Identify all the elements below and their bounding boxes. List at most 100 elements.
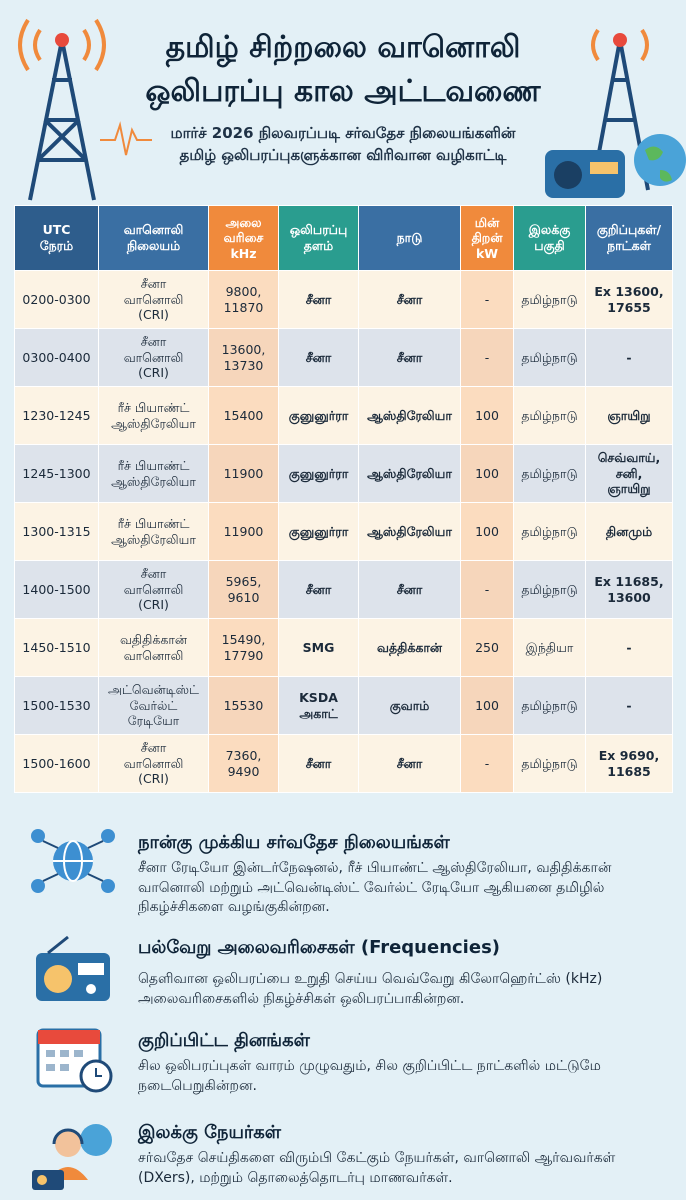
table-row: 1500-1600 சீனா வானொலி (CRI) 7360, 9490 சீனா… [14,734,673,793]
table-cell: ரீச் பியாண்ட் ஆஸ்திரேலியா [98,444,209,503]
table-cell: சீனா [278,560,359,619]
table-row: 1230-1245 ரீச் பியாண்ட் ஆஸ்திரேலியா 15400 க… [14,386,673,445]
column-header: வானொலி நிலையம் [98,205,209,271]
table-cell: 100 [460,444,514,503]
table-cell: - [460,270,514,329]
table-cell: Ex 13600, 17655 [585,270,673,329]
table-cell: ரீச் பியாண்ட் ஆஸ்திரேலியா [98,502,209,561]
table-cell: KSDA அகாட் [278,676,359,735]
section-text: சர்வதேச செய்திகளை விரும்பி கேட்கும் நேயர… [138,1150,616,1186]
subtitle: மார்ச் 2026 நிலவரப்படி சர்வதேச நிலையங்கள… [170,124,516,142]
table-cell: - [460,560,514,619]
table-cell: Ex 11685, 13600 [585,560,673,619]
table-cell: SMG [278,618,359,677]
header: தமிழ் சிற்றலை வானொலி ஒலிபரப்பு கால அட்டவ… [0,0,686,205]
info-section: குறிப்பிட்ட தினங்கள் சில ஒலிபரப்புகள் வார… [138,1030,673,1096]
table-cell: 1230-1245 [14,386,99,445]
table-cell: 1500-1600 [14,734,99,793]
section-title: குறிப்பிட்ட தினங்கள் [138,1030,310,1051]
table-cell: சீனா [358,734,461,793]
calendar-icon [36,1028,113,1093]
table-cell: சீனா வானொலி (CRI) [98,270,209,329]
table-cell: தமிழ்நாடு [513,328,586,387]
table-cell: 9800, 11870 [208,270,279,329]
column-header: அலை வரிசை kHz [208,205,279,271]
table-cell: குனுனுர்ரா [278,386,359,445]
signal-wave [100,121,152,156]
table-cell: வத்திக்கான் [358,618,461,677]
column-header: மின் திறன் kW [460,205,514,271]
table-cell: அட்வென்டிஸ்ட் வேர்ல்ட் ரேடியோ [98,676,209,735]
subtitle: தமிழ் ஒலிபரப்புகளுக்கான விரிவான வழிகாட்ட… [179,146,507,164]
schedule-table: UTC நேரம் வானொலி நிலையம் அலை வரிசை kHz ஒலிப… [14,205,673,793]
table-body: 0200-0300 சீனா வானொலி (CRI) 9800, 11870 சீன… [14,270,673,793]
table-cell: - [585,328,673,387]
table-cell: 100 [460,502,514,561]
table-cell: குவாம் [358,676,461,735]
section-text: சில ஒலிபரப்புகள் வாரம் முழுவதும், சில கு… [138,1058,601,1094]
table-cell: தமிழ்நாடு [513,270,586,329]
globe-land [645,146,672,182]
listener-icon [32,1124,112,1190]
table-cell: தமிழ்நாடு [513,502,586,561]
table-row: 0200-0300 சீனா வானொலி (CRI) 9800, 11870 சீன… [14,270,673,329]
table-cell: Ex 9690, 11685 [585,734,673,793]
info-section: நான்கு முக்கிய சர்வதேச நிலையங்கள் சீனா ரே… [138,832,673,918]
network-icon [31,829,115,893]
table-cell: 1500-1530 [14,676,99,735]
table-cell: 100 [460,676,514,735]
table-row: 1450-1510 வதிதிக்கான் வானொலி 15490, 17790 S… [14,618,673,677]
radio-speaker [554,161,582,189]
table-cell: ஆஸ்திரேலியா [358,386,461,445]
section-text: சீனா ரேடியோ இன்டர்நேஷனல், ரீச் பியாண்ட் … [138,860,612,916]
section-title: இலக்கு நேயர்கள் [138,1122,282,1143]
table-cell: வதிதிக்கான் வானொலி [98,618,209,677]
tower-light [55,33,69,47]
table-cell: 250 [460,618,514,677]
table-row: 1500-1530 அட்வென்டிஸ்ட் வேர்ல்ட் ரேடியோ 15… [14,676,673,735]
table-cell: சீனா [358,560,461,619]
section-text: தெளிவான ஒலிபரப்பை உறுதி செய்ய வெவ்வேறு க… [138,971,603,1007]
table-cell: இந்தியா [513,618,586,677]
table-cell: தமிழ்நாடு [513,386,586,445]
table-cell: ஆஸ்திரேலியா [358,444,461,503]
table-cell: தமிழ்நாடு [513,444,586,503]
table-cell: சீனா வானொலி (CRI) [98,560,209,619]
table-cell: 13600, 13730 [208,328,279,387]
table-cell: 5965, 9610 [208,560,279,619]
header-art [18,18,686,201]
table-cell: 7360, 9490 [208,734,279,793]
table-cell: தமிழ்நாடு [513,676,586,735]
table-cell: 1450-1510 [14,618,99,677]
globe [634,134,686,186]
table-cell: - [460,328,514,387]
column-header: நாடு [358,205,461,271]
table-cell: சீனா வானொலி (CRI) [98,734,209,793]
column-header: ஒலிபரப்பு தளம் [278,205,359,271]
title: தமிழ் சிற்றலை வானொலி [165,30,521,65]
info-section: இலக்கு நேயர்கள் சர்வதேச செய்திகளை விரும்ப… [138,1122,673,1188]
column-header: UTC நேரம் [14,205,99,271]
table-cell: சீனா [358,270,461,329]
table-cell: 11900 [208,444,279,503]
table-cell: குனுனுர்ரா [278,444,359,503]
column-header: இலக்கு பகுதி [513,205,586,271]
table-cell: 15490, 17790 [208,618,279,677]
table-cell: 1245-1300 [14,444,99,503]
table-cell: குனுனுர்ரா [278,502,359,561]
table-cell: 0300-0400 [14,328,99,387]
table-cell: சீனா [278,734,359,793]
section-title: நான்கு முக்கிய சர்வதேச நிலையங்கள் [138,832,450,853]
radio-icon [36,935,110,1001]
info-section: பல்வேறு அலைவரிசைகள் (Frequencies) தெளிவான… [138,937,673,1009]
title: ஒலிபரப்பு கால அட்டவணை [145,74,541,109]
table-cell: 1300-1315 [14,502,99,561]
table-cell: சீனா [278,270,359,329]
column-header: குறிப்புகள்/ நாட்கள் [585,205,673,271]
table-cell: ரீச் பியாண்ட் ஆஸ்திரேலியா [98,386,209,445]
tower-left [18,18,106,201]
header-row: UTC நேரம் வானொலி நிலையம் அலை வரிசை kHz ஒலிப… [14,205,673,271]
table-row: 1400-1500 சீனா வானொலி (CRI) 5965, 9610 சீனா… [14,560,673,619]
radio-dial [590,162,618,174]
table-cell: 100 [460,386,514,445]
